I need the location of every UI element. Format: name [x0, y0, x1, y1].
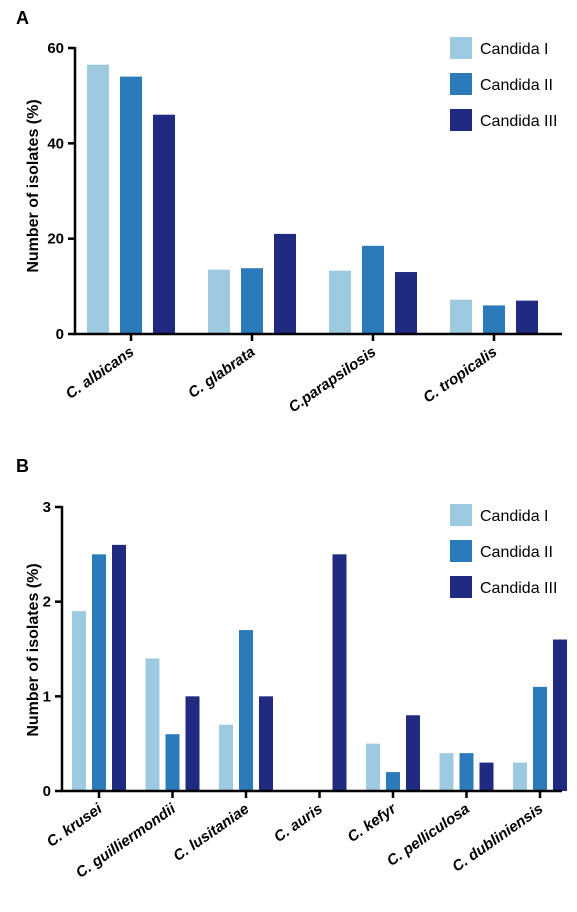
panel-a-bar-1-0: [208, 269, 230, 334]
panel-a-category-label-3: C. tropicalis: [420, 343, 500, 406]
panel-a-letter: A: [16, 8, 29, 28]
panel-a-ytick-label-2: 40: [47, 135, 64, 152]
panel-a: A Number of isolates (%) 0 20 40 60 C. albic…: [16, 8, 562, 416]
panel-a-legend-swatch-0: [450, 37, 472, 59]
panel-b: B Number of isolates (%) 0 1 2 3 C. krusei C.…: [16, 456, 567, 882]
panel-b-legend-swatch-1: [450, 540, 472, 562]
panel-a-category-label-0: C. albicans: [63, 343, 138, 402]
panel-b-ytick-label-3: 3: [43, 499, 51, 516]
panel-b-bar-3-2: [332, 554, 347, 791]
panel-b-bar-4-1: [386, 772, 400, 791]
panel-b-bar-5-1: [459, 753, 474, 791]
panel-b-ytick-label-1: 1: [43, 688, 51, 705]
panel-b-bar-6-1: [533, 686, 547, 791]
panel-a-category-label-2: C.parapsilosis: [286, 343, 380, 416]
panel-b-bar-1-0: [145, 658, 160, 791]
panel-a-bar-0-2: [153, 114, 175, 334]
panel-a-bar-3-1: [483, 305, 505, 334]
panel-b-ytick-label-2: 2: [43, 594, 51, 611]
panel-b-y-axis-label: Number of isolates (%): [25, 563, 42, 736]
panel-b-category-label-4: C. kefyr: [344, 800, 400, 846]
panel-a-bar-1-1: [241, 268, 263, 334]
panel-b-bar-2-0: [219, 724, 233, 791]
panel-b-bar-6-2: [553, 639, 567, 791]
panel-b-bar-5-0: [439, 753, 454, 791]
panel-a-bar-2-0: [329, 270, 351, 334]
panel-a-bar-2-1: [362, 245, 384, 334]
panel-b-bar-4-2: [406, 715, 420, 791]
panel-b-bar-5-2: [479, 762, 494, 791]
panel-a-plot: 0 20 40 60 C. albicans C. glabrata C.parapsilo…: [47, 37, 562, 416]
panel-b-bar-0-1: [92, 554, 106, 791]
panel-b-category-label-3: C. auris: [271, 800, 326, 845]
panel-a-legend-swatch-2: [450, 109, 472, 131]
panel-a-legend-label-0: Candida I: [480, 41, 549, 58]
panel-b-bar-0-2: [112, 544, 126, 791]
panel-a-bar-0-0: [87, 64, 109, 334]
panel-b-letter: B: [16, 456, 29, 476]
panel-a-legend-swatch-1: [450, 73, 472, 95]
panel-a-legend-label-1: Candida II: [480, 77, 553, 94]
panel-b-ytick-label-0: 0: [43, 783, 51, 800]
panel-b-category-label-0: C. krusei: [44, 800, 106, 851]
panel-a-ytick-label-0: 0: [56, 326, 64, 343]
panel-b-legend-label-1: Candida II: [480, 544, 553, 561]
panel-b-bar-2-2: [259, 696, 273, 791]
panel-a-ytick-label-1: 20: [47, 231, 64, 248]
panel-b-bar-1-2: [185, 696, 200, 791]
panel-a-bar-0-1: [120, 76, 142, 334]
panel-b-bar-4-0: [366, 743, 380, 791]
panel-b-bar-0-0: [72, 611, 86, 791]
panel-b-category-label-2: C. lusitaniae: [170, 800, 252, 865]
panel-b-legend-swatch-0: [450, 504, 472, 526]
panel-b-legend-label-2: Candida III: [480, 580, 557, 597]
panel-b-bar-2-1: [239, 630, 253, 791]
panel-a-bar-3-0: [450, 299, 472, 334]
panel-a-bar-2-2: [395, 272, 417, 334]
panel-a-bar-1-2: [274, 233, 296, 334]
panel-a-category-label-1: C. glabrata: [185, 343, 258, 401]
panel-b-legend-label-0: Candida I: [480, 508, 549, 525]
panel-a-bar-3-2: [516, 300, 538, 334]
panel-b-bar-1-1: [165, 734, 180, 791]
panel-a-ytick-label-3: 60: [47, 40, 64, 57]
panel-b-legend-swatch-2: [450, 576, 472, 598]
panel-a-legend-label-2: Candida III: [480, 113, 557, 130]
panel-a-y-axis-label: Number of isolates (%): [25, 99, 42, 272]
panel-b-bar-6-0: [513, 762, 527, 791]
